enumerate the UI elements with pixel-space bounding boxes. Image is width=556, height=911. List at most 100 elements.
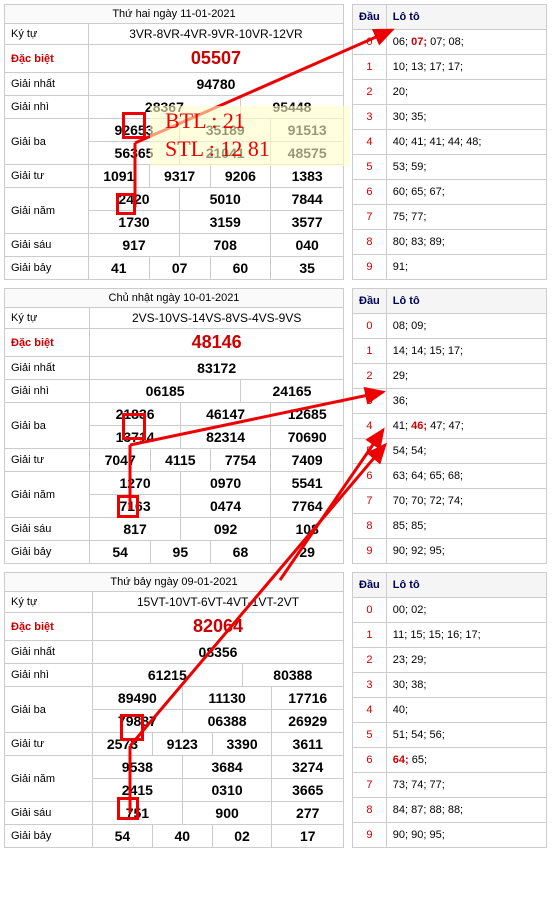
prize-label: Giải nhì [5,380,90,403]
results-table-0: Thứ hai ngày 11-01-2021Ký tự3VR-8VR-4VR-… [4,4,344,280]
prize-cell: 92653 [88,119,179,142]
loto-vals: 40; [386,698,546,723]
prize-cell: 40 [152,825,212,848]
prize-cell: 21836 [90,403,181,426]
loto-head-loto: Lô tô [386,289,546,314]
loto-vals: 64; 65; [386,748,546,773]
loto-table-0: ĐầuLô tô006; 07; 07; 08; 110; 13; 17; 17… [352,4,547,280]
prize-cell: 1383 [271,165,344,188]
loto-vals: 80; 83; 89; [386,230,546,255]
date-title: Thứ bảy ngày 09-01-2021 [5,573,344,592]
prize-cell: 35189 [180,119,271,142]
kytu-label: Ký tự [5,24,89,45]
loto-dau: 2 [353,364,387,389]
kytu-val: 2VS-10VS-14VS-8VS-4VS-9VS [90,308,344,329]
prize-label: Giải tư [5,733,93,756]
prize-cell: 9206 [210,165,271,188]
loto-dau: 6 [353,464,387,489]
prize-cell: 11130 [182,687,272,710]
loto-vals: 11; 15; 15; 16; 17; [386,623,546,648]
loto-vals: 53; 59; [386,155,546,180]
loto-dau: 4 [353,130,387,155]
prize-cell: 1091 [88,165,149,188]
loto-dau: 7 [353,489,387,514]
prize-cell: 108 [271,518,344,541]
loto-vals: 54; 54; [386,439,546,464]
prize-cell: 3390 [212,733,272,756]
prize-label: Giải năm [5,188,89,234]
loto-vals: 08; 09; [386,314,546,339]
special-label: Đặc biệt [5,613,93,641]
loto-dau: 6 [353,748,387,773]
kytu-label: Ký tự [5,592,93,613]
special-label: Đặc biệt [5,45,89,73]
prize-cell: 95448 [240,96,343,119]
loto-dau: 8 [353,798,387,823]
loto-vals: 20; [386,80,546,105]
prize-cell: 7764 [271,495,344,518]
loto-dau: 7 [353,205,387,230]
prize-cell: 08356 [93,641,344,664]
kytu-val: 15VT-10VT-6VT-4VT-1VT-2VT [93,592,344,613]
prize-cell: 17716 [272,687,344,710]
prize-cell: 21041 [180,142,271,165]
prize-cell: 35 [271,257,344,280]
prize-cell: 80388 [242,664,343,687]
prize-label: Giải ba [5,403,90,449]
prize-cell: 3577 [271,211,344,234]
loto-vals: 75; 77; [386,205,546,230]
results-table-2: Thứ bảy ngày 09-01-2021Ký tự15VT-10VT-6V… [4,572,344,848]
loto-dau: 2 [353,648,387,673]
loto-vals: 00; 02; [386,598,546,623]
prize-label: Giải năm [5,756,93,802]
loto-vals: 60; 65; 67; [386,180,546,205]
loto-dau: 7 [353,773,387,798]
prize-label: Giải bảy [5,825,93,848]
prize-cell: 9123 [152,733,212,756]
loto-vals: 36; [386,389,546,414]
prize-cell: 06388 [182,710,272,733]
loto-dau: 1 [353,55,387,80]
prize-cell: 60 [210,257,271,280]
loto-vals: 51; 54; 56; [386,723,546,748]
loto-vals: 73; 74; 77; [386,773,546,798]
prize-cell: 9538 [93,756,183,779]
prize-label: Giải sáu [5,802,93,825]
special-val: 05507 [88,45,343,73]
loto-dau: 3 [353,105,387,130]
loto-vals: 41; 46; 47; 47; [386,414,546,439]
prize-cell: 70690 [271,426,344,449]
kytu-val: 3VR-8VR-4VR-9VR-10VR-12VR [88,24,343,45]
loto-dau: 3 [353,673,387,698]
loto-dau: 4 [353,414,387,439]
loto-dau: 0 [353,598,387,623]
prize-label: Giải bảy [5,541,90,564]
prize-label: Giải tư [5,165,89,188]
prize-cell: 7844 [271,188,344,211]
loto-dau: 9 [353,255,387,280]
loto-vals: 06; 07; 07; 08; [386,30,546,55]
prize-label: Giải sáu [5,518,90,541]
prize-cell: 48575 [271,142,344,165]
loto-vals: 90; 92; 95; [386,539,546,564]
prize-label: Giải ba [5,119,89,165]
prize-cell: 07 [149,257,210,280]
loto-head-loto: Lô tô [386,5,546,30]
prize-cell: 28367 [88,96,240,119]
prize-cell: 7754 [210,449,271,472]
loto-dau: 5 [353,155,387,180]
loto-head-dau: Đầu [353,573,387,598]
results-table-1: Chủ nhật ngày 10-01-2021Ký tự2VS-10VS-14… [4,288,344,564]
loto-dau: 8 [353,514,387,539]
loto-vals: 14; 14; 15; 17; [386,339,546,364]
loto-head-loto: Lô tô [386,573,546,598]
prize-cell: 95 [151,541,211,564]
prize-cell: 02 [212,825,272,848]
loto-dau: 9 [353,539,387,564]
prize-cell: 24165 [240,380,343,403]
loto-vals: 85; 85; [386,514,546,539]
prize-cell: 46147 [180,403,271,426]
date-title: Chủ nhật ngày 10-01-2021 [5,289,344,308]
prize-label: Giải nhất [5,357,90,380]
prize-cell: 5541 [271,472,344,495]
